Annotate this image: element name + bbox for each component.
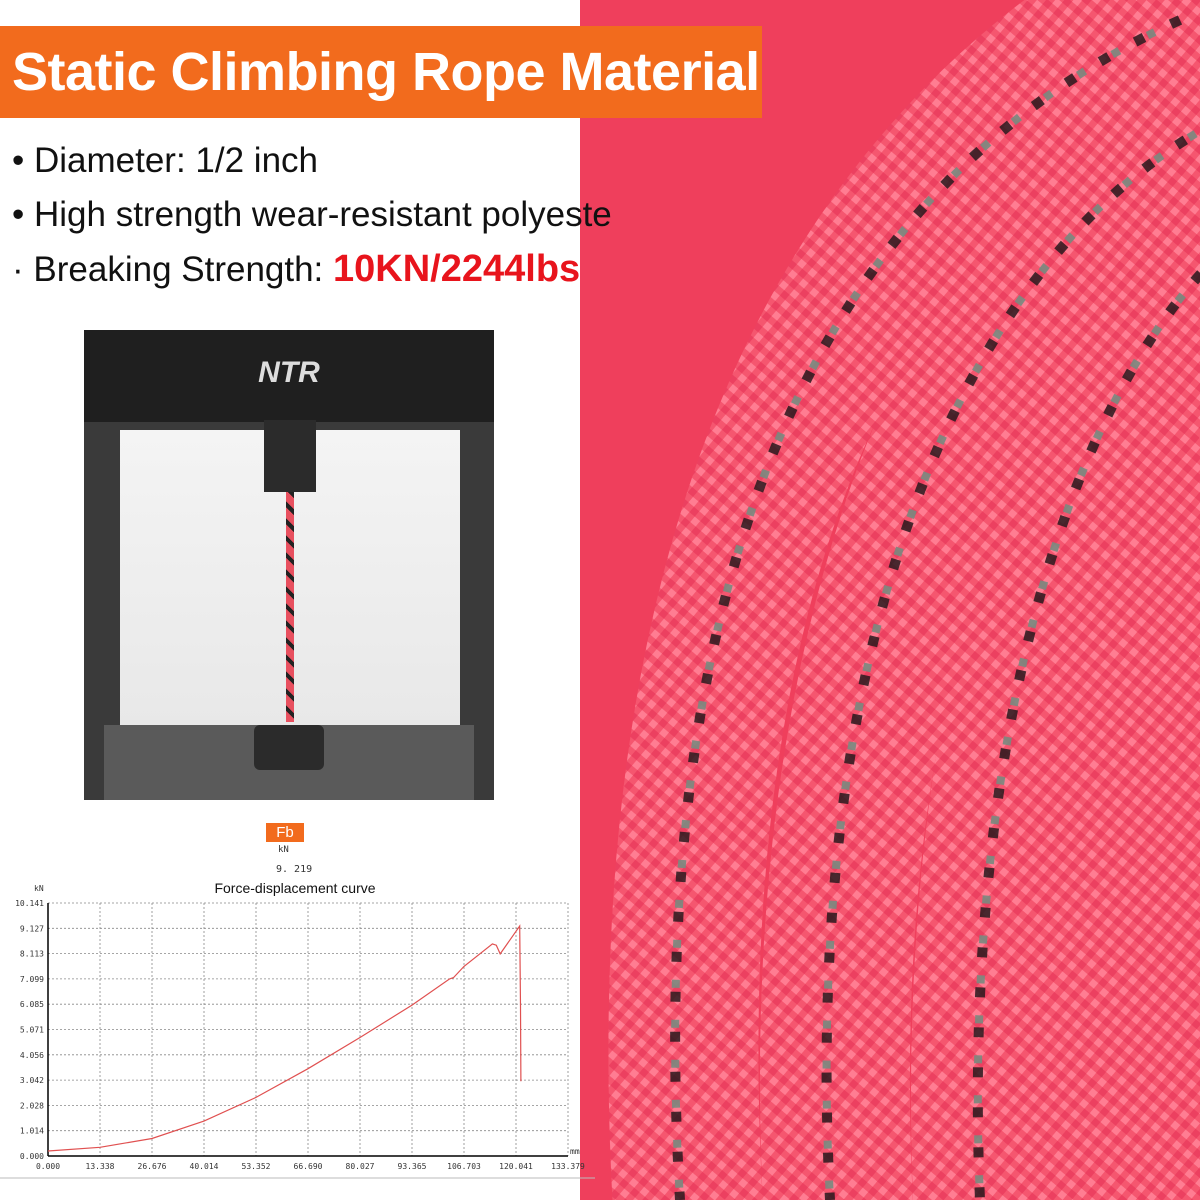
title-banner: Static Climbing Rope Material bbox=[0, 26, 762, 118]
y-tick-label: 1.014 bbox=[20, 1127, 44, 1136]
readout-unit: kN bbox=[278, 845, 289, 855]
y-axis-label: kN bbox=[34, 884, 44, 893]
x-tick-label: 0.000 bbox=[36, 1162, 60, 1171]
strength-value: 10KN/2244lbs bbox=[333, 248, 581, 290]
x-tick-label: 106.703 bbox=[447, 1162, 481, 1171]
feature-material: • High strength wear-resistant polyeste bbox=[12, 195, 612, 234]
y-tick-label: 8.113 bbox=[20, 950, 44, 959]
rope-coil-image bbox=[580, 0, 1200, 1200]
y-tick-label: 9.127 bbox=[20, 924, 44, 933]
y-tick-label: 0.000 bbox=[20, 1152, 44, 1161]
y-tick-label: 6.085 bbox=[20, 1000, 44, 1009]
x-tick-label: 53.352 bbox=[242, 1162, 271, 1171]
x-tick-label: 93.365 bbox=[398, 1162, 427, 1171]
feature-diameter: • Diameter: 1/2 inch bbox=[12, 141, 319, 180]
x-tick-label: 13.338 bbox=[86, 1162, 115, 1171]
test-chamber bbox=[120, 420, 460, 730]
y-tick-label: 10.141 bbox=[15, 899, 44, 908]
x-tick-label: 80.027 bbox=[346, 1162, 375, 1171]
force-displacement-chart: Force-displacement curve kN mm 0.000 13.338 2… bbox=[0, 880, 595, 1179]
feature-strength: · Breaking Strength: 10KN/2244lbs bbox=[12, 248, 581, 290]
readout-value: 9. 219 bbox=[276, 864, 313, 875]
x-tick-label: 40.014 bbox=[190, 1162, 219, 1171]
x-tick-label: 66.690 bbox=[294, 1162, 323, 1171]
feature-list: • Diameter: 1/2 inch • High strength wea… bbox=[12, 138, 612, 300]
y-tick-label: 3.042 bbox=[20, 1076, 44, 1085]
y-tick-label: 5.071 bbox=[20, 1026, 44, 1035]
y-tick-label: 2.028 bbox=[20, 1101, 44, 1110]
x-tick-label: 120.041 bbox=[499, 1162, 533, 1171]
y-tick-label: 4.056 bbox=[20, 1051, 44, 1060]
x-tick-label: 26.676 bbox=[138, 1162, 167, 1171]
machine-base bbox=[104, 725, 474, 800]
force-curve-line bbox=[47, 924, 522, 1152]
x-tick-label: 133.379 bbox=[551, 1162, 585, 1171]
x-axis-label: mm bbox=[570, 1147, 580, 1156]
machine-brand: NTR bbox=[84, 330, 494, 422]
force-badge: Fb bbox=[266, 823, 304, 842]
y-tick-label: 7.099 bbox=[20, 975, 44, 984]
tensile-test-machine-photo: NTR bbox=[84, 330, 494, 800]
chart-title: Force-displacement curve bbox=[214, 880, 375, 896]
